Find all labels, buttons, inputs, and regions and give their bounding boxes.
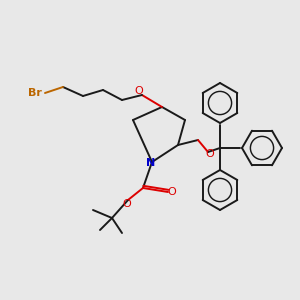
Text: O: O [206,149,214,159]
Text: N: N [146,158,156,168]
Text: O: O [123,199,131,209]
Text: Br: Br [28,88,42,98]
Text: O: O [168,187,176,197]
Text: O: O [135,86,143,96]
